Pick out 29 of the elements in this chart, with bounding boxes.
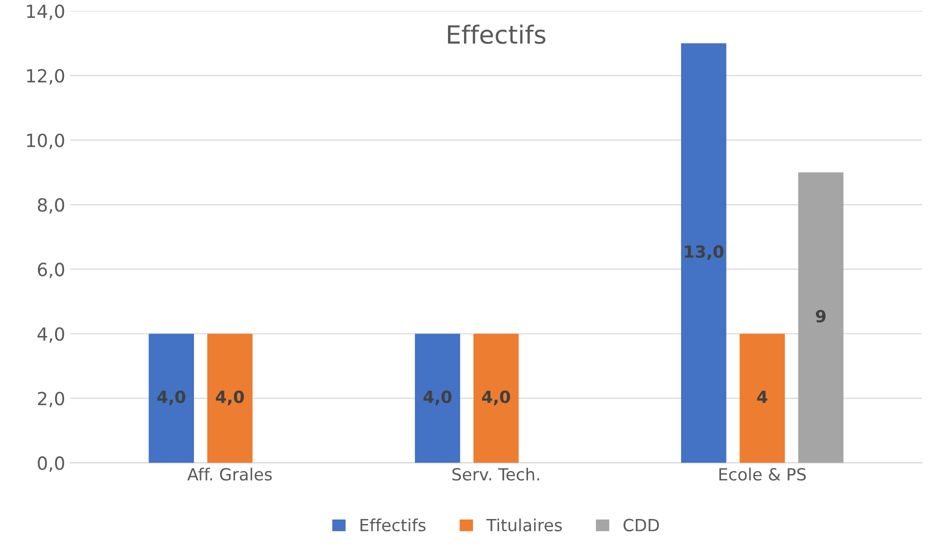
bar [148, 334, 194, 463]
chart-title: Effectifs [448, 24, 546, 44]
y-tick-label: 6,0 [38, 262, 64, 278]
y-tick-label: 12,0 [27, 69, 64, 85]
bar [740, 334, 785, 463]
bar [681, 43, 726, 463]
x-tick-label: Aff. Grales [187, 468, 272, 481]
x-tick-label: Ecole & PS [719, 468, 806, 481]
y-tick-label: 10,0 [27, 134, 64, 150]
bar [207, 334, 253, 463]
bar [473, 334, 519, 463]
y-tick-label: 8,0 [38, 198, 64, 214]
data-label: 9 [816, 310, 826, 322]
data-label: 4,0 [424, 390, 452, 406]
bar [798, 172, 844, 463]
legend-label: Effectifs [360, 518, 426, 532]
y-tick-label: 0,0 [38, 456, 64, 472]
y-tick-label: 14,0 [27, 4, 64, 20]
data-label: 4 [757, 390, 768, 403]
legend-label: Titulaires [486, 518, 562, 532]
y-tick-label: 4,0 [38, 327, 64, 343]
data-label: 4,0 [216, 390, 244, 406]
data-label: 4,0 [482, 390, 510, 406]
bar [414, 334, 460, 463]
data-label: 4,0 [157, 390, 186, 406]
legend-label: CDD [624, 518, 659, 532]
x-tick-label: Serv. Tech. [452, 468, 540, 481]
data-label: 13,0 [685, 245, 724, 260]
y-tick-label: 2,0 [38, 392, 64, 408]
